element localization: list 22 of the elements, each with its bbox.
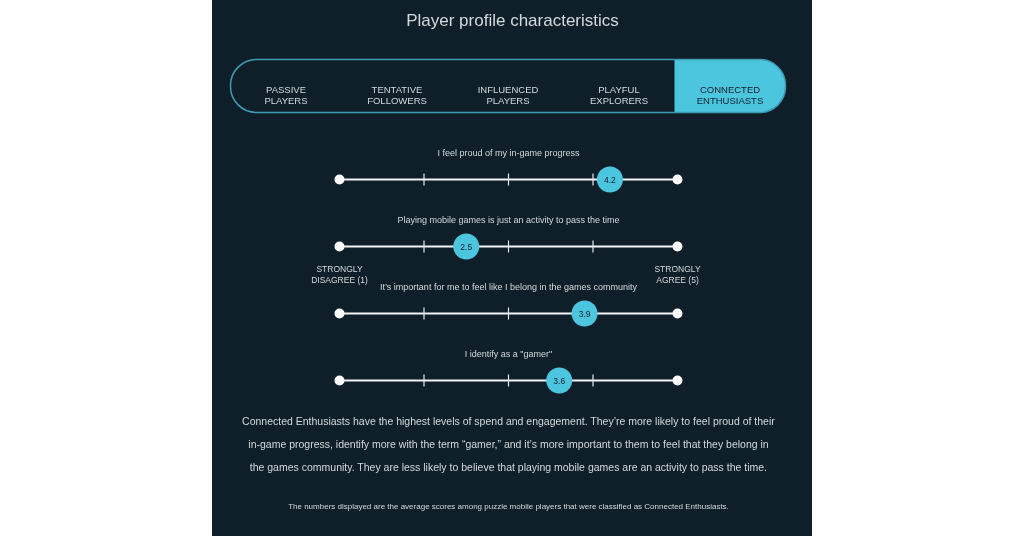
- text: The numbers displayed are the average scores among puzzle mobile players that were classified as Connected Enthusiasts.: [288, 502, 729, 511]
- y-tick-label: It’s important for me to feel like I belong in the games community: [380, 281, 638, 292]
- data-label: 3.9: [578, 308, 591, 319]
- category-label: CONNECTED ENTHUSIASTS: [696, 84, 764, 106]
- text: Player profile characteristics: [406, 11, 619, 30]
- x-tick-label: STRONGLY AGREE (5): [654, 263, 701, 285]
- category-label: TENTATIVE FOLLOWERS: [367, 84, 427, 106]
- point: [546, 367, 573, 394]
- category-label: PLAYFUL EXPLORERS: [589, 84, 649, 106]
- y-tick-label: Playing mobile games is just an activity to pass the time: [397, 214, 620, 225]
- data-label: 3.6: [553, 375, 566, 386]
- point: [596, 166, 623, 193]
- text: Connected Enthusiasts have the highest levels of spend and engagement. They’re more likely to feel proud of their in-game progress, identify more with the term “gamer,” and it’s more important to them to feel that they belong in the games community. They are less likely to believe that playing mobile games are an activity to pass the time.: [242, 414, 776, 473]
- y-tick-label: I identify as a "gamer": [464, 348, 553, 359]
- x-tick-label: STRONGLY DISAGREE (1): [311, 263, 369, 285]
- data-label: 4.2: [603, 174, 617, 185]
- point: [453, 233, 480, 260]
- category-label: INFLUENCED PLAYERS: [477, 84, 539, 106]
- point: [571, 300, 598, 327]
- data-label: 2.5: [460, 241, 473, 252]
- y-tick-label: I feel proud of my in-game progress: [437, 147, 581, 158]
- category-label: PASSIVE PLAYERS: [264, 84, 308, 106]
